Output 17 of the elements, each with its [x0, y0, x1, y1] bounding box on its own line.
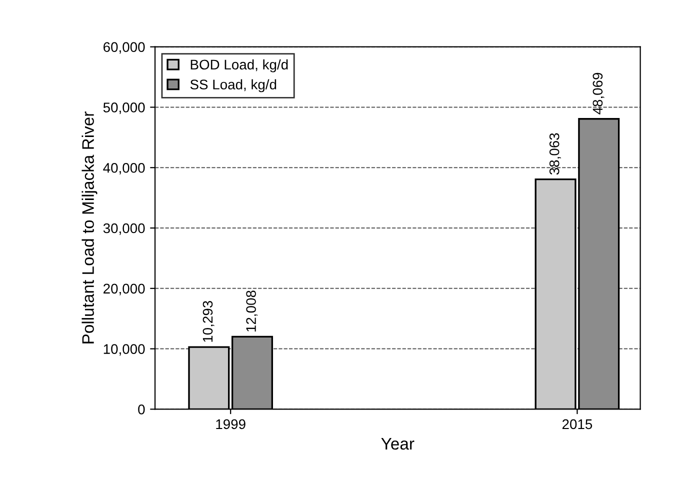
y-tick-label: 50,000 [103, 102, 145, 114]
y-tick-label: 40,000 [103, 162, 145, 174]
data-label: 48,069 [592, 72, 604, 114]
x-tick-label: 2015 [562, 419, 592, 430]
y-tick-label: 10,000 [104, 344, 145, 356]
legend-label: SS Load, kg/d [190, 79, 276, 92]
y-tick-label: 30,000 [103, 223, 145, 235]
legend-label: BOD Load, kg/d [190, 59, 288, 72]
y-tick-label: 0 [138, 404, 145, 414]
data-label: 38,063 [549, 133, 561, 175]
y-axis-title: Pollutant Load to Miljacka River [82, 112, 98, 344]
x-axis-title: Year [381, 438, 414, 450]
x-tick-label: 1999 [216, 419, 246, 430]
y-tick-label: 20,000 [104, 284, 145, 296]
data-label: 10,293 [202, 300, 214, 342]
y-tick-label: 60,000 [104, 42, 145, 54]
data-label: 12,008 [246, 290, 258, 332]
